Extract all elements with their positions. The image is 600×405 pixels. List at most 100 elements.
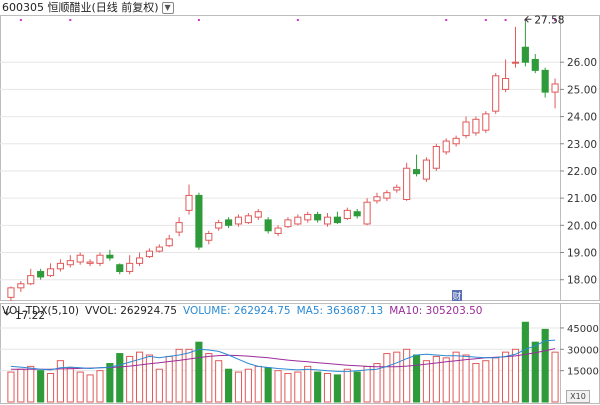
volume-tick-label: 30000 [567,345,599,356]
volume-tick-label: 45000 [567,324,599,335]
candle-body [135,257,144,264]
high-price-label: 27.58 [534,14,564,26]
ma5-value: MA5: 363687.13 [296,305,384,317]
volume-bar [373,363,381,403]
volume-bar [541,328,549,403]
volume-scale-badge[interactable]: X10 [566,390,590,403]
indicator-name[interactable]: VOL-TDX(5,10) [2,305,80,317]
finance-badge-label: 财 [453,291,462,302]
volume-bar [17,368,25,403]
candle-body [76,254,84,263]
volume-bar [145,354,154,403]
volume-bar [353,371,361,403]
volume-bar [462,354,470,403]
volume-bar [521,321,529,403]
volume-bar [215,360,223,403]
candle-body [185,194,193,211]
volume-bar [323,373,332,403]
candle-body [363,201,371,225]
event-marker [554,19,557,21]
price-tick-label: 22.00 [567,166,597,178]
candle-body [333,216,341,224]
price-tick-label: 25.00 [567,84,597,96]
volume-bar [7,371,15,403]
volume-bar [472,363,480,403]
volume-bar [551,351,559,403]
volume-bar [96,370,104,403]
volume-bar [225,368,233,403]
volume-bar [412,354,421,403]
volume-tick-label: 15000 [567,367,599,378]
volume-bar [294,371,302,403]
event-marker [484,19,487,21]
candle-body [373,196,381,202]
volume-bar [254,365,262,403]
volume-bar [175,348,183,403]
volume-bar [284,373,292,403]
low-price-label: 17.22 [15,310,45,322]
candle-body [205,232,213,241]
candle-body [541,69,549,93]
volume-bar [27,365,35,403]
candle-body [264,219,272,232]
volume-bar [205,353,213,403]
price-tick-label: 21.00 [567,193,597,205]
candle-body [403,167,411,200]
volume-bar [422,360,431,403]
volume-bar [442,357,450,403]
candle-body [17,283,25,289]
volume-bar [304,365,312,403]
volume-bar [37,370,45,403]
candle-body [472,118,480,134]
price-tick-label: 20.00 [567,220,597,232]
candle-body [314,213,322,221]
candle-body [511,61,520,64]
candle-body [37,271,45,278]
high-pointer-arrow [524,15,529,23]
finance-badge [452,290,462,301]
volume-bar [66,367,74,403]
volume-bar [46,373,55,403]
candle-body [531,58,539,71]
volume-bar [126,355,134,403]
candle-body [304,213,312,221]
candle-body [86,261,94,264]
event-marker [504,19,507,21]
volume-bar [511,348,520,403]
volume-bar [531,341,539,403]
price-tick-label: 23.00 [567,139,597,151]
volume-bar [155,368,163,403]
volume-bar [264,367,272,403]
chart-title-text: 600305 恒顺醋业(日线 前复权) [2,1,159,14]
candle-body [215,222,223,229]
volume-bar [195,341,203,403]
volume-bar [333,374,341,403]
candle-body [294,216,302,225]
candle-body [551,83,559,93]
chevron-down-icon[interactable]: ▼ [161,2,174,14]
vvol-value: VVOL: 262924.75 [85,305,177,317]
candle-body [96,254,104,264]
event-marker [69,19,72,21]
volume-bar [234,371,243,403]
volume-bar [482,360,490,403]
volume-bar [492,357,500,403]
candle-body [353,211,361,217]
volume-bar [165,355,173,403]
low-pointer-arrow [3,311,11,316]
candle-body [412,169,421,175]
price-panel-frame [0,15,600,301]
volume-bar [314,371,322,403]
candle-body [323,216,332,225]
volume-bar [86,374,94,403]
volume-bar [343,368,351,403]
candle-body [462,121,470,137]
volume-bar [76,371,84,403]
candle-body [46,268,55,277]
candle-body [422,159,431,180]
volume-bar [432,355,440,403]
event-marker [197,19,200,21]
volume-bar [274,370,282,403]
volume-bar [403,348,411,403]
candle-body [66,260,74,266]
